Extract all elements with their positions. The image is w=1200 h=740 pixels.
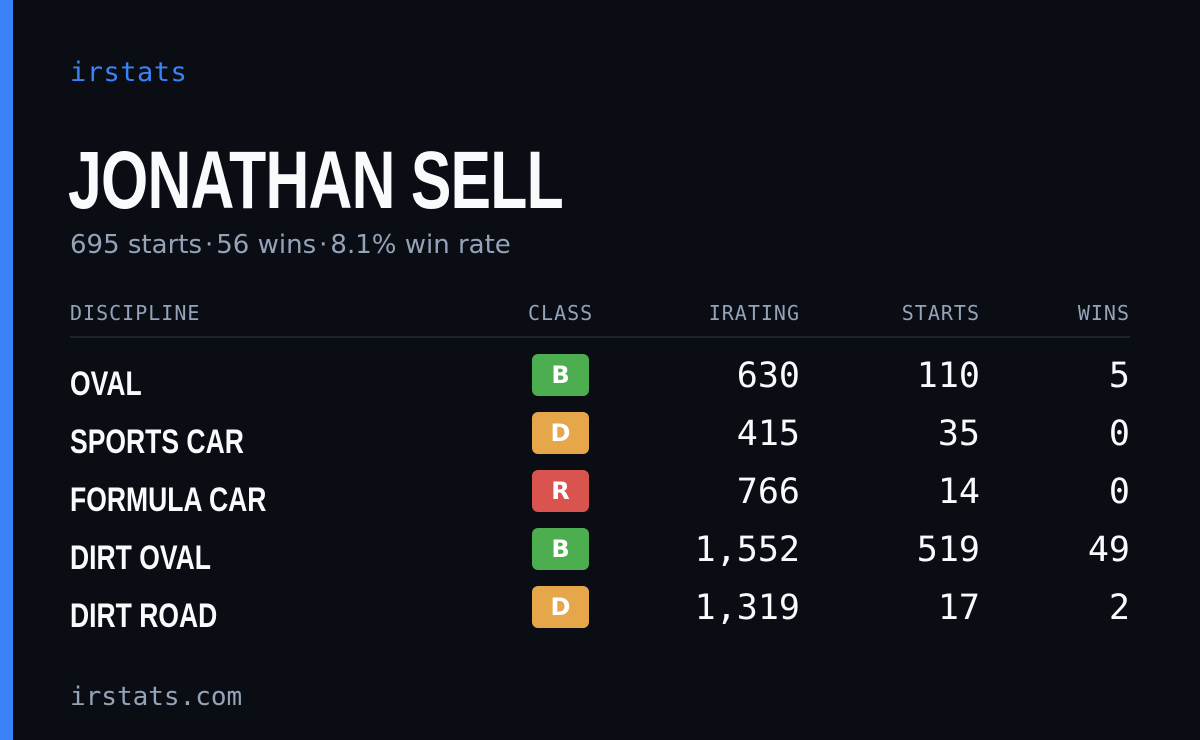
summary-separator: ·: [319, 230, 328, 260]
summary-wins: 56 wins: [216, 230, 317, 260]
table-row: DIRT ROAD D 1,319 17 2: [70, 586, 1130, 644]
row-irating: 630: [736, 356, 800, 396]
header-wins: WINS: [1077, 301, 1130, 325]
row-wins: 2: [1108, 588, 1130, 628]
row-starts: 17: [937, 588, 980, 628]
class-badge: D: [532, 586, 589, 628]
header-irating: IRATING: [708, 301, 800, 325]
row-discipline: FORMULA CAR: [70, 481, 267, 519]
row-discipline: DIRT OVAL: [70, 539, 211, 577]
footer-url: irstats.com: [70, 682, 243, 712]
row-discipline: SPORTS CAR: [70, 423, 244, 461]
header-starts: STARTS: [901, 301, 980, 325]
license-table: DISCIPLINE CLASS IRATING STARTS WINS OVA…: [70, 296, 1130, 635]
table-row: SPORTS CAR D 415 35 0: [70, 412, 1130, 470]
table-row: OVAL B 630 110 5: [70, 354, 1130, 412]
header-class: CLASS: [528, 301, 594, 325]
row-irating: 1,319: [694, 588, 800, 628]
row-wins: 49: [1087, 530, 1130, 570]
class-badge: R: [532, 470, 589, 512]
driver-name: JONATHAN SELL: [68, 135, 564, 226]
table-header: DISCIPLINE CLASS IRATING STARTS WINS: [70, 296, 1130, 338]
row-starts: 110: [916, 356, 980, 396]
table-row: FORMULA CAR R 766 14 0: [70, 470, 1130, 528]
summary-win-rate: 8.1% win rate: [330, 230, 511, 260]
header-discipline: DISCIPLINE: [70, 301, 201, 325]
row-irating: 1,552: [694, 530, 800, 570]
brand-logo: irstats: [70, 57, 188, 88]
summary-separator: ·: [205, 230, 214, 260]
row-starts: 14: [937, 472, 980, 512]
row-wins: 0: [1108, 472, 1130, 512]
row-starts: 35: [937, 414, 980, 454]
row-discipline: OVAL: [70, 365, 142, 403]
row-irating: 415: [736, 414, 800, 454]
accent-bar: [0, 0, 13, 740]
row-wins: 5: [1108, 356, 1130, 396]
row-starts: 519: [916, 530, 980, 570]
row-discipline: DIRT ROAD: [70, 597, 218, 635]
class-badge: D: [532, 412, 589, 454]
class-badge: B: [532, 354, 589, 396]
class-badge: B: [532, 528, 589, 570]
row-irating: 766: [736, 472, 800, 512]
driver-summary: 695 starts · 56 wins · 8.1% win rate: [70, 227, 511, 263]
row-wins: 0: [1108, 414, 1130, 454]
table-row: DIRT OVAL B 1,552 519 49: [70, 528, 1130, 586]
summary-starts: 695 starts: [70, 230, 202, 260]
